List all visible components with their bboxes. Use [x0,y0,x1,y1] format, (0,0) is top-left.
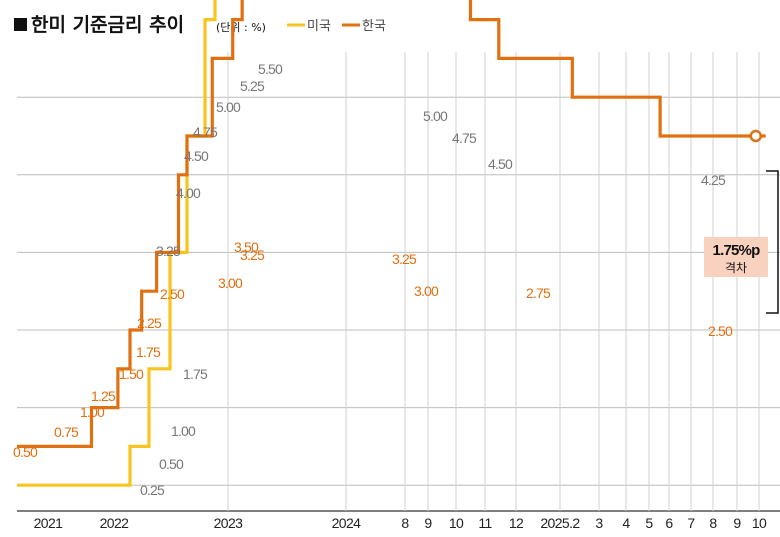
x-tick-label: 2025.2 [540,515,580,531]
data-label-kr: 1.25 [91,388,116,404]
end-marker-kr [749,129,762,143]
series-line-us [17,0,217,487]
gap-box [704,237,768,277]
data-label-kr: 1.75 [136,344,161,360]
x-tick-label: 2021 [34,515,64,531]
data-label-kr: 3.50 [234,239,259,255]
data-label-kr: 3.00 [218,275,243,291]
series-line-kr [17,0,766,448]
data-label-us: 1.75 [183,366,208,382]
vertical-gridlines [227,52,760,511]
data-label-us: 4.50 [184,148,209,164]
x-tick-label: 8 [709,515,717,531]
data-label-kr: 3.00 [414,283,439,299]
data-label-kr: 1.50 [119,366,144,382]
chart-unit: (단위 : %) [216,21,266,34]
x-tick-label: 10 [449,515,464,531]
data-label-us: 4.00 [176,185,201,201]
gap-value: 1.75%p [713,242,761,259]
x-tick-label: 5 [645,515,653,531]
x-axis-ticks: 2021 2022 2023 2024 8 9 10 11 12 2025.2 3 4 5 6 7 8 9 10 [34,515,768,531]
data-label-us: 3.25 [156,243,181,259]
x-tick-label: 8 [401,515,409,531]
data-label-kr: 3.25 [392,251,417,267]
data-label-us: 1.00 [171,423,196,439]
data-label-kr: 1.00 [80,404,105,420]
x-tick-label: 10 [752,515,767,531]
legend-label-kr: 한국 [362,19,386,34]
gap-annotation: 1.75%p 격차 [704,170,779,314]
data-label-us: 5.00 [216,99,241,115]
data-label-kr: 2.25 [137,315,162,331]
x-tick-label: 9 [424,515,432,531]
x-tick-label: 9 [733,515,741,531]
legend-label-us: 미국 [307,19,331,34]
gap-bracket [766,170,779,314]
x-tick-label: 6 [665,515,673,531]
title-square-icon [14,18,27,31]
data-label-us: 4.75 [452,130,477,146]
data-label-us: 5.25 [240,78,265,94]
gap-text: 격차 [725,261,747,275]
x-tick-label: 2024 [332,515,362,531]
series-lines [17,0,766,487]
x-tick-label: 3 [595,515,603,531]
data-label-us: 0.25 [140,482,165,498]
data-label-us: 5.50 [258,61,283,77]
data-label-kr: 2.75 [526,285,551,301]
data-label-us: 4.75 [193,124,218,140]
x-tick-label: 11 [478,515,492,531]
data-label-kr: 0.50 [13,444,38,460]
x-tick-label: 12 [509,515,524,531]
data-label-kr: 3.25 [240,247,265,263]
chart-title: 한미 기준금리 추이 [31,14,184,36]
data-label-us: 0.50 [159,456,184,472]
data-label-us: 4.50 [488,156,513,172]
data-labels: 0.250.501.001.753.254.004.504.755.005.25… [13,61,734,498]
data-label-kr: 0.75 [54,424,79,440]
data-label-us: 4.25 [701,172,726,188]
data-label-kr: 2.50 [708,323,733,339]
x-tick-label: 2023 [214,515,244,531]
x-tick-label: 2022 [100,515,130,531]
data-label-us: 5.00 [423,108,448,124]
x-tick-label: 7 [687,515,695,531]
data-label-kr: 2.50 [160,286,185,302]
x-tick-label: 4 [622,515,630,531]
horizontal-gridlines [17,96,780,512]
